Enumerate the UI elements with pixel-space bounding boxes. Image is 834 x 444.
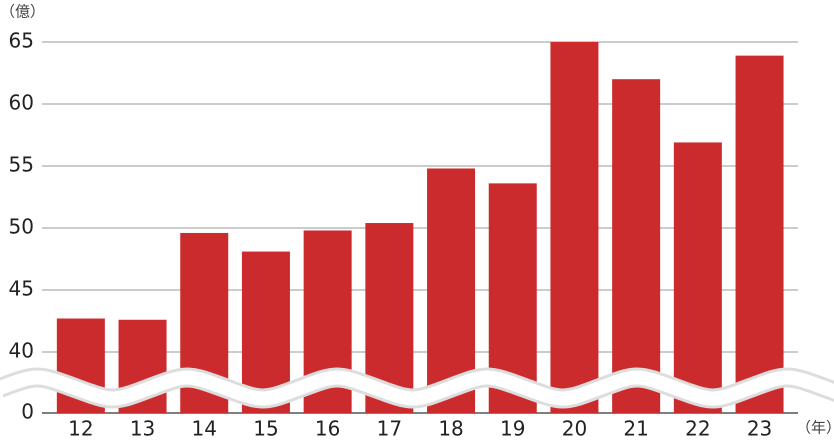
x-tick-label: 18 <box>438 417 463 441</box>
x-tick-label: 19 <box>500 417 525 441</box>
x-tick-label: 14 <box>192 417 217 441</box>
y-tick-label: 0 <box>21 400 34 424</box>
bar <box>735 55 784 413</box>
y-tick-label: 50 <box>9 215 34 239</box>
x-tick-label: 20 <box>562 417 587 441</box>
bar <box>612 79 661 413</box>
y-unit: （億） <box>0 3 45 21</box>
axis-break <box>0 370 834 406</box>
x-tick-label: 12 <box>68 417 93 441</box>
x-tick-label: 16 <box>315 417 340 441</box>
x-tick-label: 21 <box>623 417 648 441</box>
y-tick-label: 65 <box>9 29 34 53</box>
bar <box>673 142 722 413</box>
y-tick-label: 55 <box>9 153 34 177</box>
y-tick-label: 60 <box>9 91 34 115</box>
x-tick-label: 15 <box>253 417 278 441</box>
bar <box>550 42 599 413</box>
x-tick-label: 23 <box>747 417 772 441</box>
y-tick-label: 45 <box>9 277 34 301</box>
x-tick-label: 13 <box>130 417 155 441</box>
x-tick-label: 17 <box>377 417 402 441</box>
x-tick-label: 22 <box>685 417 710 441</box>
x-unit: （年） <box>796 419 834 437</box>
y-tick-label: 40 <box>9 339 34 363</box>
